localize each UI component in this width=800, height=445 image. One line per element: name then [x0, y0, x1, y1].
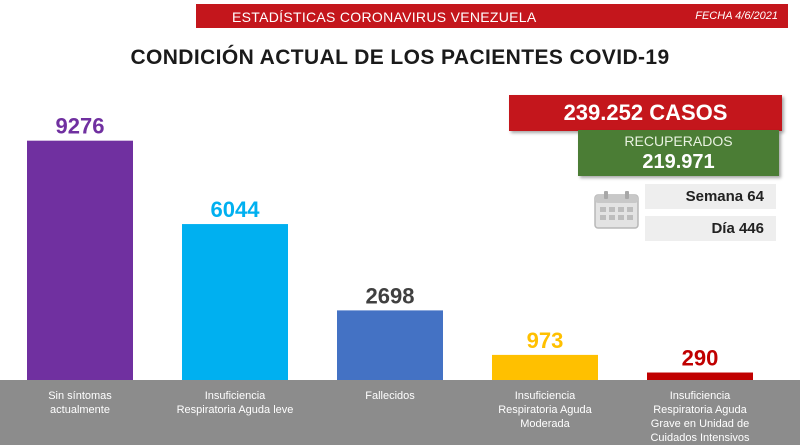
data-label: 973: [527, 328, 564, 353]
category-label: Insuficiencia Respiratoria Aguda Moderada: [498, 390, 592, 430]
category-label: Fallecidos: [365, 390, 415, 402]
data-label: 9276: [56, 114, 105, 139]
category-label: Insuficiencia Respiratoria Aguda leve: [177, 390, 294, 416]
recovered-value: 219.971: [642, 151, 715, 173]
day-counter: Día 446: [645, 216, 776, 241]
chart-title: CONDICIÓN ACTUAL DE LOS PACIENTES COVID-…: [130, 46, 670, 69]
data-label: 6044: [211, 197, 261, 222]
top-banner: ESTADÍSTICAS CORONAVIRUS VENEZUELA FECHA…: [196, 4, 788, 28]
category-axis-band: [0, 380, 800, 445]
week-counter: Semana 64: [645, 184, 776, 209]
total-cases-badge: 239.252 CASOS: [509, 95, 782, 131]
bar: [492, 354, 598, 380]
banner-date: FECHA 4/6/2021: [695, 10, 778, 22]
recovered-label: RECUPERADOS: [624, 133, 733, 149]
category-label: Insuficiencia Respiratoria Aguda Grave en …: [650, 390, 750, 444]
data-label: 290: [682, 346, 719, 371]
bar: [182, 224, 288, 380]
bar: [337, 310, 443, 380]
category-label: Sin síntomas actualmente: [48, 390, 112, 416]
data-label: 2698: [366, 283, 415, 308]
bar: [27, 140, 133, 380]
calendar-icon: [594, 191, 639, 229]
bar: [647, 372, 753, 380]
recovered-badge: RECUPERADOS 219.971: [578, 130, 779, 176]
banner-title: ESTADÍSTICAS CORONAVIRUS VENEZUELA: [232, 9, 537, 25]
